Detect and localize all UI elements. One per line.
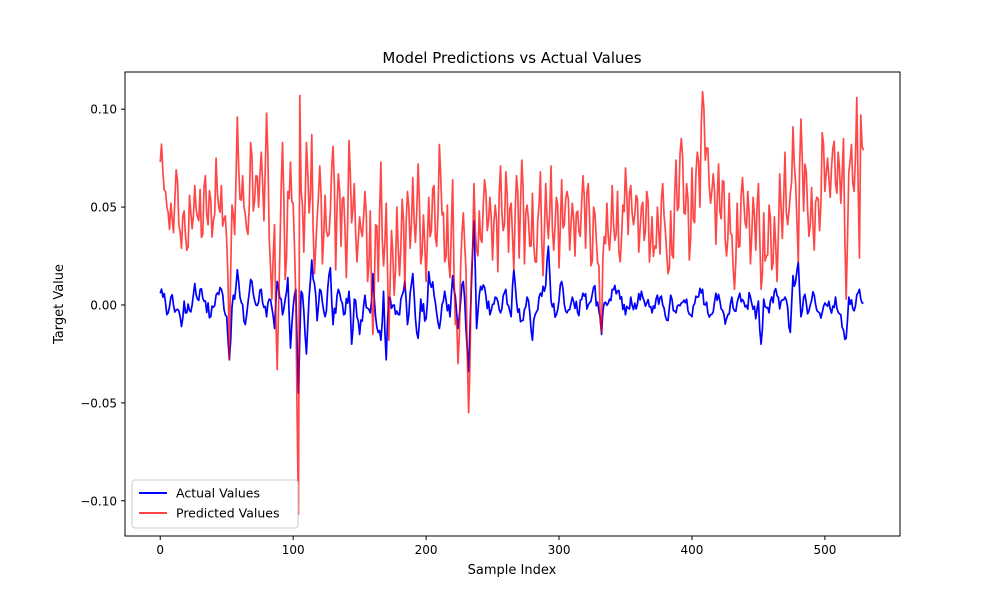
- y-tick-label: −0.10: [80, 494, 117, 508]
- series-layer: [159, 90, 865, 516]
- legend-label-actual: Actual Values: [176, 486, 260, 501]
- y-tick-label: −0.05: [80, 396, 117, 410]
- y-tick-label: 0.10: [90, 103, 117, 117]
- series-line-actual: [159, 219, 864, 394]
- x-tick-label: 500: [813, 543, 836, 557]
- y-axis-label: Target Value: [52, 264, 67, 345]
- plot-frame: [124, 71, 901, 537]
- x-tick-label: 200: [415, 543, 438, 557]
- x-axis-label: Sample Index: [468, 563, 557, 578]
- series-line-predicted: [159, 90, 865, 516]
- x-tick-label: 0: [156, 543, 164, 557]
- y-tick-label: 0.00: [90, 298, 117, 312]
- y-axis-ticks: −0.10 −0.05 0.00 0.05 0.10: [80, 103, 125, 508]
- x-tick-label: 300: [548, 543, 571, 557]
- legend: Actual Values Predicted Values: [131, 479, 299, 529]
- x-tick-label: 100: [282, 543, 305, 557]
- y-tick-label: 0.05: [90, 201, 117, 215]
- x-tick-label: 400: [681, 543, 704, 557]
- chart-title: Model Predictions vs Actual Values: [382, 49, 641, 67]
- legend-box: [131, 479, 299, 529]
- legend-label-predicted: Predicted Values: [176, 506, 280, 521]
- x-axis-ticks: 0 100 200 300 400 500: [156, 536, 836, 557]
